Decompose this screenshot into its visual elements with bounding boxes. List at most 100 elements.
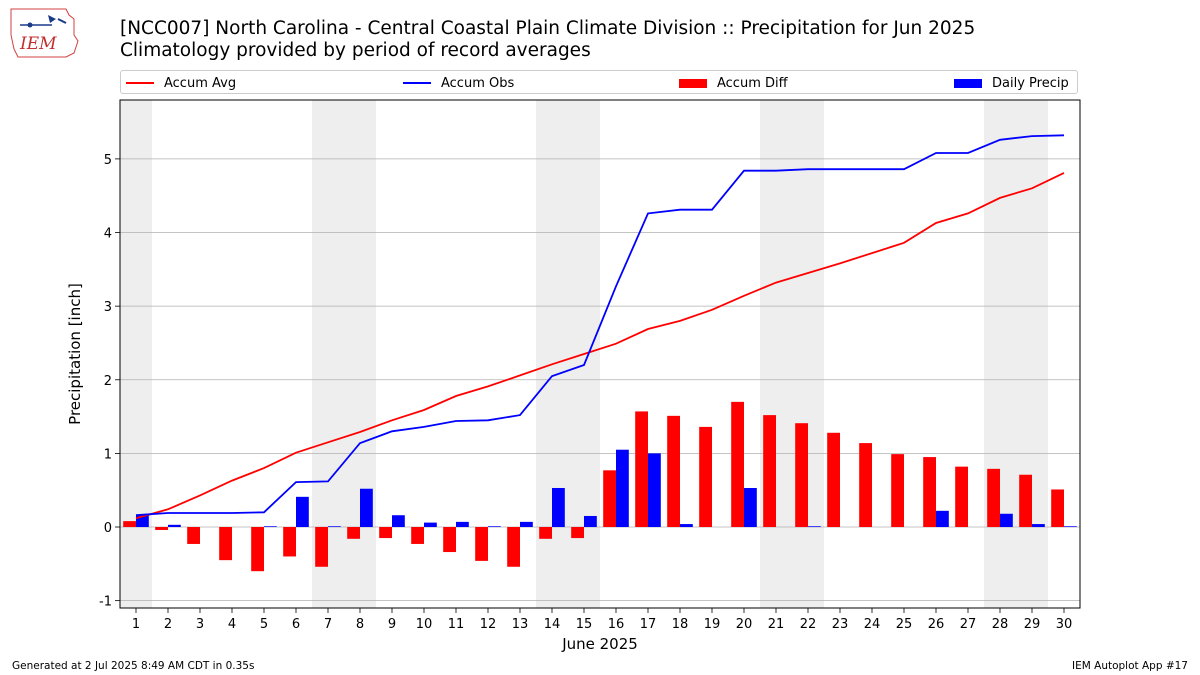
legend-label-accum-avg: Accum Avg — [164, 75, 237, 91]
x-tick-label: 6 — [292, 617, 300, 632]
y-tick-label: 4 — [104, 227, 112, 242]
daily-bar — [136, 515, 149, 528]
diff-bar — [859, 443, 872, 528]
daily-bar — [552, 487, 565, 528]
diff-bar — [251, 527, 264, 572]
x-tick-label: 4 — [228, 617, 236, 632]
diff-bar — [475, 527, 488, 561]
legend-swatch-daily-precip — [954, 78, 982, 88]
diff-bar — [603, 470, 616, 528]
x-tick-label: 29 — [1024, 617, 1041, 632]
legend-item-accum-obs: Accum Obs — [403, 74, 514, 92]
y-tick-label: 3 — [104, 300, 112, 315]
x-tick-label: 21 — [768, 617, 785, 632]
x-tick-label: 7 — [324, 617, 332, 632]
x-tick-label: 15 — [576, 617, 593, 632]
iem-logo: IEM — [10, 8, 79, 58]
x-tick-label: 12 — [480, 617, 497, 632]
x-tick-label: 9 — [388, 617, 396, 632]
daily-bar — [1000, 513, 1013, 528]
y-tick-label: 1 — [104, 447, 112, 462]
legend-swatch-accum-diff — [679, 78, 707, 88]
x-tick-label: 8 — [356, 617, 364, 632]
daily-bar — [680, 524, 693, 528]
legend-label-accum-diff: Accum Diff — [717, 75, 788, 91]
legend-item-accum-avg: Accum Avg — [126, 74, 236, 92]
diff-bar — [763, 415, 776, 528]
x-tick-label: 16 — [608, 617, 625, 632]
daily-bar — [648, 453, 661, 528]
diff-bar — [699, 426, 712, 528]
diff-bar — [955, 466, 968, 528]
daily-bar — [456, 521, 469, 528]
y-tick-label: 0 — [104, 521, 112, 536]
weekend-shade — [120, 100, 152, 608]
chart-subtitle: Climatology provided by period of record… — [120, 40, 591, 61]
daily-bar — [328, 526, 341, 528]
daily-bar — [168, 524, 181, 528]
legend: Accum Avg Accum Obs Accum Diff Daily Pre… — [120, 70, 1078, 94]
x-tick-label: 23 — [832, 617, 849, 632]
diff-bar — [155, 527, 168, 530]
daily-bar — [488, 526, 501, 528]
daily-bar — [392, 515, 405, 528]
x-tick-label: 10 — [416, 617, 433, 632]
diff-bar — [795, 423, 808, 528]
x-tick-label: 13 — [512, 617, 529, 632]
x-tick-label: 24 — [864, 617, 881, 632]
daily-bar — [520, 521, 533, 528]
x-tick-label: 28 — [992, 617, 1009, 632]
diff-bar — [635, 411, 648, 528]
generated-note: Generated at 2 Jul 2025 8:49 AM CDT in 0… — [12, 660, 255, 672]
weekend-shade — [1016, 100, 1048, 608]
legend-swatch-accum-avg — [126, 82, 154, 84]
diff-bar — [827, 432, 840, 528]
diff-bar — [411, 527, 424, 544]
diff-bar — [219, 527, 232, 561]
y-tick-label: 2 — [104, 374, 112, 389]
legend-item-daily-precip: Daily Precip — [954, 74, 1069, 92]
x-tick-label: 30 — [1056, 617, 1073, 632]
daily-bar — [808, 526, 821, 528]
weekend-shade — [792, 100, 824, 608]
diff-bar — [1051, 489, 1064, 528]
legend-swatch-accum-obs — [403, 82, 431, 84]
weekend-shade — [984, 100, 1016, 608]
legend-label-accum-obs: Accum Obs — [441, 75, 515, 91]
x-tick-label: 3 — [196, 617, 204, 632]
diff-bar — [187, 527, 200, 544]
daily-bar — [616, 449, 629, 528]
x-tick-label: 11 — [448, 617, 465, 632]
weekend-shade — [760, 100, 792, 608]
x-tick-label: 17 — [640, 617, 657, 632]
diff-bar — [731, 401, 744, 528]
daily-bar — [424, 522, 437, 528]
x-tick-label: 1 — [132, 617, 140, 632]
daily-bar — [936, 510, 949, 528]
daily-bar — [264, 526, 277, 528]
x-tick-label: 2 — [164, 617, 172, 632]
x-tick-label: 25 — [896, 617, 913, 632]
chart-title: [NCC007] North Carolina - Central Coasta… — [120, 18, 976, 39]
app-credit: IEM Autoplot App #17 — [1072, 660, 1188, 672]
x-tick-label: 19 — [704, 617, 721, 632]
x-tick-label: 26 — [928, 617, 945, 632]
diff-bar — [379, 527, 392, 539]
daily-bar — [744, 487, 757, 528]
diff-bar — [123, 521, 136, 528]
daily-bar — [584, 515, 597, 528]
diff-bar — [891, 454, 904, 528]
daily-bar — [360, 488, 373, 528]
daily-bar — [1064, 526, 1077, 528]
diff-bar — [315, 527, 328, 567]
x-tick-label: 20 — [736, 617, 753, 632]
logo-text: IEM — [19, 34, 57, 54]
diff-bar — [507, 527, 520, 567]
accum-obs-line — [135, 134, 1065, 517]
x-axis-label: June 2025 — [561, 635, 638, 653]
diff-bar — [923, 457, 936, 528]
diff-bar — [571, 527, 584, 539]
diff-bar — [987, 468, 1000, 528]
accum-avg-line — [135, 172, 1065, 520]
